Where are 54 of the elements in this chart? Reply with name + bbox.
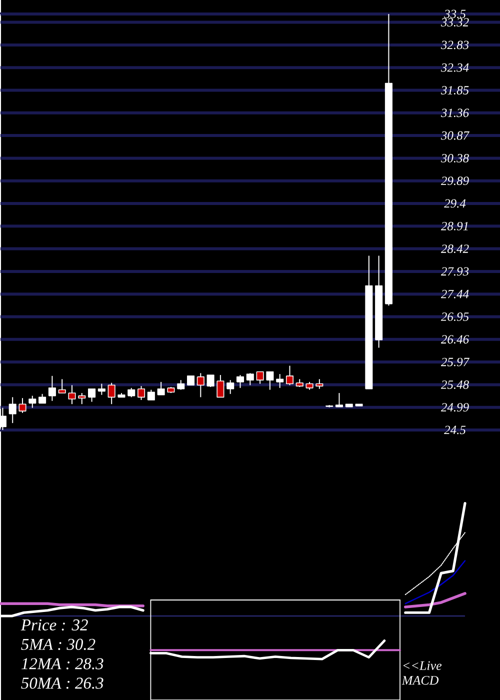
candlestick (316, 378, 324, 390)
candlestick (8, 396, 16, 424)
y-tick-label: 32.83 (440, 40, 469, 50)
text: 5MA : 30.2 (21, 638, 96, 650)
candlestick (98, 383, 106, 396)
y-tick-label: 33.5 (444, 10, 466, 18)
y-tick-label: 25.48 (440, 380, 469, 389)
candlestick (28, 395, 36, 408)
candlestick (78, 392, 86, 405)
text: <<Live MACD (402, 661, 442, 685)
y-tick-label: 26.46 (440, 335, 470, 344)
candlestick (226, 380, 234, 394)
y-tick-label: 31.85 (440, 86, 469, 94)
candlestick (18, 398, 26, 414)
text: Price : 32 (20, 619, 88, 631)
candlestick (88, 388, 96, 402)
candlestick (138, 386, 146, 400)
y-tick-label: 28.91 (440, 222, 468, 230)
y-tick-label: 30.87 (440, 131, 470, 140)
candlestick (276, 374, 284, 388)
candlestick (48, 375, 56, 402)
y-tick-label: 29.4 (444, 199, 466, 208)
candlestick (256, 371, 264, 384)
candlestick (236, 374, 244, 388)
candlestick (177, 380, 185, 390)
candlestick (58, 378, 66, 394)
candlestick (335, 392, 343, 408)
candlestick (38, 393, 46, 404)
y-tick-label: 24.99 (440, 403, 469, 412)
text: 12MA : 28.3 (21, 658, 104, 670)
text: 50MA : 26.3 (21, 678, 104, 689)
candlestick (186, 376, 195, 386)
candlestick (68, 384, 76, 405)
candlestick (196, 372, 204, 398)
y-tick-label: 33.32 (440, 18, 469, 27)
candlestick (108, 382, 116, 405)
candlestick (147, 389, 155, 400)
y-tick-label: 29.89 (440, 176, 469, 186)
candlestick (216, 374, 224, 398)
y-tick-label: 24.5 (444, 426, 466, 434)
candlestick (246, 372, 254, 386)
y-tick-label: 25.97 (440, 358, 470, 366)
y-tick-label: 27.93 (440, 267, 469, 276)
candlestick (157, 381, 165, 396)
y-tick-label: 26.95 (440, 312, 469, 321)
y-tick-label: 31.36 (440, 108, 470, 118)
candlestick (206, 374, 214, 388)
y-tick-label: 27.44 (440, 290, 469, 298)
y-tick-label: 32.34 (440, 63, 469, 72)
candlestick (286, 365, 294, 386)
y-tick-label: 30.38 (440, 154, 469, 162)
candlestick (266, 371, 274, 390)
y-tick-label: 28.42 (440, 244, 469, 254)
candlestick (128, 387, 136, 398)
